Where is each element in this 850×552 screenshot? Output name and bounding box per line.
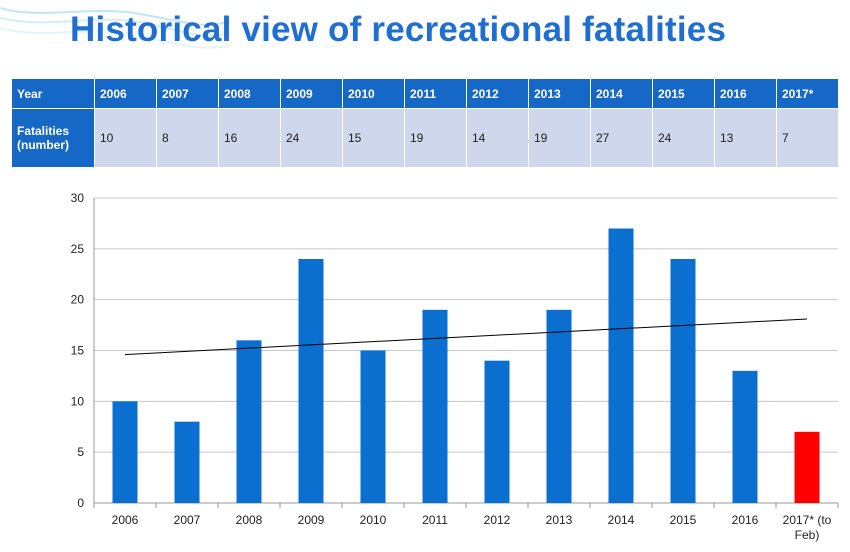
y-tick-label: 30 (71, 191, 85, 205)
x-tick-label: 2007 (174, 513, 201, 527)
fatalities-cell: 16 (218, 108, 281, 168)
y-tick-label: 0 (77, 496, 84, 510)
fatalities-cell: 24 (652, 108, 715, 168)
year-cell: 2006 (94, 78, 157, 109)
y-tick-label: 25 (71, 242, 85, 256)
bar (732, 370, 758, 503)
page-title: Historical view of recreational fataliti… (70, 10, 727, 49)
fatalities-cell: 10 (94, 108, 157, 168)
fatalities-cell: 8 (156, 108, 219, 168)
fatalities-label: Fatalities (17, 124, 70, 138)
x-tick-label: 2017* (to (783, 513, 832, 527)
fatalities-cell: 14 (466, 108, 529, 168)
year-cell: 2017* (776, 78, 839, 109)
x-tick-label: 2015 (670, 513, 697, 527)
x-tick-label: 2012 (484, 513, 511, 527)
x-tick-label: 2016 (732, 513, 759, 527)
year-cell: 2010 (342, 78, 405, 109)
fatalities-bar-chart: 0 5 10 15 20 25 30 2006 2007 2008 2009 2010 2011 2012… (71, 191, 839, 542)
fatalities-table: Year 2006 2007 2008 2009 2010 2011 2012 … (11, 78, 839, 168)
bar (360, 350, 386, 503)
x-tick-label: 2014 (608, 513, 635, 527)
bar (112, 401, 138, 503)
fatalities-cell: 24 (280, 108, 343, 168)
bar (298, 259, 324, 503)
y-tick-label: 20 (71, 293, 85, 307)
year-cell: 2008 (218, 78, 281, 109)
table-row-fatalities: Fatalities (number) 10 8 16 24 15 19 14 … (11, 108, 839, 168)
bar (670, 259, 696, 503)
y-tick-label: 10 (71, 394, 85, 408)
x-tick-label: 2006 (112, 513, 139, 527)
year-cell: 2007 (156, 78, 219, 109)
fatalities-cell: 27 (590, 108, 653, 168)
year-cell: 2015 (652, 78, 715, 109)
bar (546, 309, 572, 503)
x-tick-label: 2013 (546, 513, 573, 527)
table-header-row: Year 2006 2007 2008 2009 2010 2011 2012 … (11, 78, 839, 109)
trendline (124, 318, 808, 356)
year-cell: 2011 (404, 78, 467, 109)
bar (422, 309, 448, 503)
fatalities-unit-label: (number) (17, 138, 69, 152)
x-tick-label: Feb) (795, 528, 820, 542)
bar (484, 360, 510, 503)
x-tick-label: 2011 (422, 513, 448, 527)
fatalities-cell: 15 (342, 108, 405, 168)
bar (174, 421, 200, 503)
fatalities-cell: 13 (714, 108, 777, 168)
bar (608, 228, 634, 503)
fatalities-cell: 7 (776, 108, 839, 168)
fatalities-cell: 19 (404, 108, 467, 168)
x-tick-label: 2009 (298, 513, 325, 527)
year-cell: 2009 (280, 78, 343, 109)
y-tick-label: 15 (71, 344, 85, 358)
bar (236, 340, 262, 503)
y-tick-label: 5 (77, 445, 84, 459)
x-tick-label: 2008 (236, 513, 263, 527)
fatalities-header-cell: Fatalities (number) (11, 108, 95, 168)
fatalities-cell: 19 (528, 108, 591, 168)
year-cell: 2014 (590, 78, 653, 109)
bar (794, 431, 820, 503)
year-cell: 2016 (714, 78, 777, 109)
year-cell: 2013 (528, 78, 591, 109)
year-cell: 2012 (466, 78, 529, 109)
year-header-cell: Year (11, 78, 95, 109)
x-tick-label: 2010 (360, 513, 387, 527)
